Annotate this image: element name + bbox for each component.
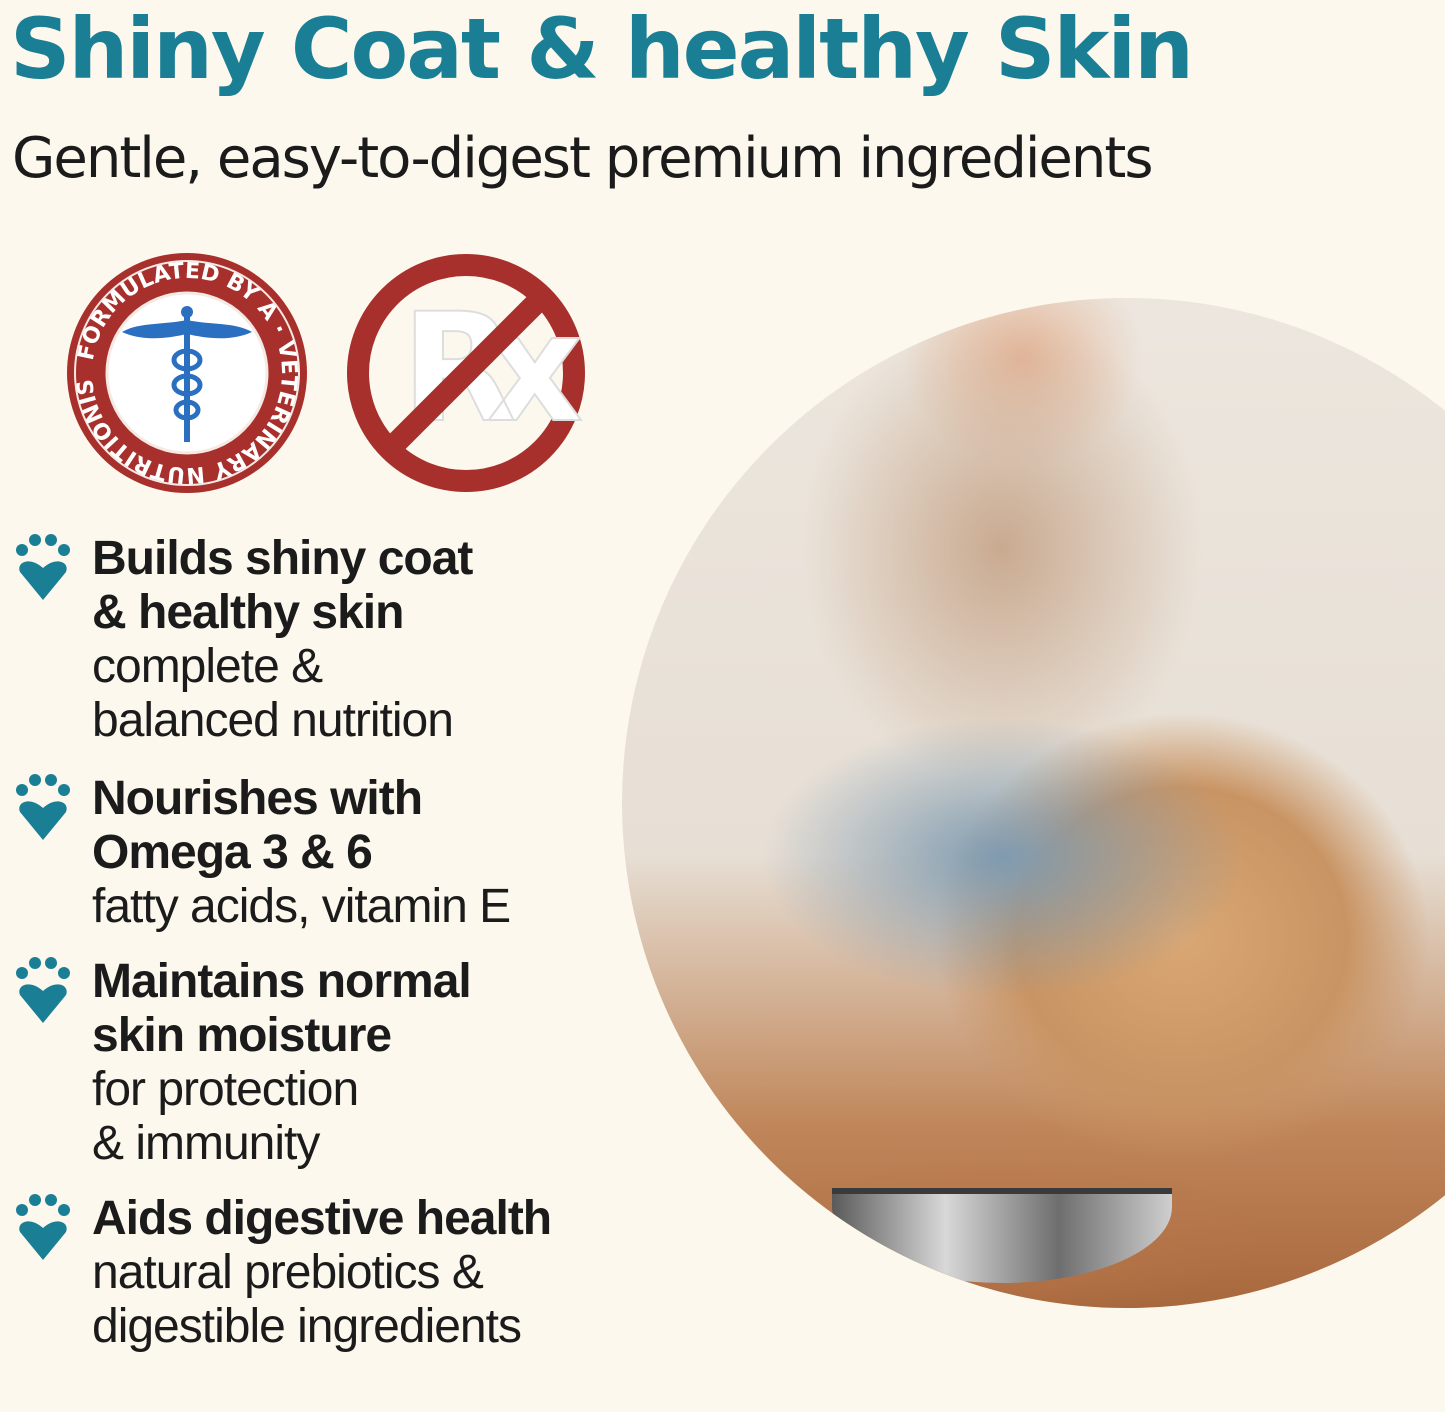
feature-detail: for protection	[92, 1063, 359, 1116]
veterinary-nutritionist-seal: FORMULATED BY A · VETERINARY NUTRITIONIS…	[64, 250, 307, 493]
feature-item: Builds shiny coat & healthy skin complet…	[16, 532, 632, 748]
dog-bowl	[832, 1188, 1172, 1283]
feature-headline: Aids digestive health	[92, 1192, 552, 1245]
woman-feeding-dog-photo	[622, 298, 1445, 1308]
feature-headline: skin moisture	[92, 1009, 392, 1062]
feature-detail: complete &	[92, 640, 323, 693]
feature-headline: Maintains normal	[92, 955, 472, 1008]
feature-item: Maintains normal skin moisture for prote…	[16, 955, 632, 1171]
feature-headline: & healthy skin	[92, 586, 404, 639]
paw-heart-icon	[16, 1194, 70, 1260]
paw-heart-icon	[16, 534, 70, 600]
feature-headline: Omega 3 & 6	[92, 826, 373, 879]
feature-detail: balanced nutrition	[92, 694, 454, 747]
feature-detail: natural prebiotics &	[92, 1246, 484, 1299]
paw-heart-icon	[16, 774, 70, 840]
feature-detail: fatty acids, vitamin E	[92, 880, 511, 933]
feature-headline: Builds shiny coat	[92, 532, 473, 585]
feature-item: Aids digestive health natural prebiotics…	[16, 1192, 632, 1354]
page-title: Shiny Coat & healthy Skin	[10, 0, 1194, 98]
caduceus-icon	[122, 306, 252, 442]
paw-heart-icon	[16, 957, 70, 1023]
feature-item: Nourishes with Omega 3 & 6 fatty acids, …	[16, 772, 632, 934]
feature-detail: & immunity	[92, 1117, 320, 1170]
page-subtitle: Gentle, easy-to-digest premium ingredien…	[12, 126, 1153, 191]
no-prescription-icon: Rx	[347, 254, 589, 492]
feature-headline: Nourishes with	[92, 772, 423, 825]
feature-detail: digestible ingredients	[92, 1300, 522, 1353]
